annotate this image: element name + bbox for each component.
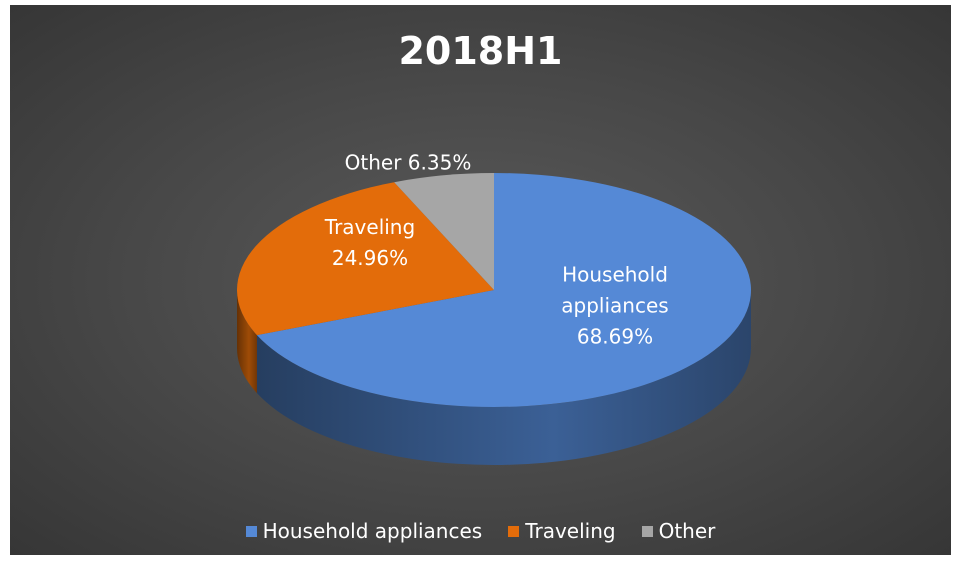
data-label: Other 6.35% bbox=[308, 148, 508, 179]
slice bbox=[256, 173, 751, 407]
data-label-value: 6.35% bbox=[407, 150, 472, 175]
slice bbox=[236, 182, 495, 336]
slice-side bbox=[237, 290, 257, 394]
legend: Household appliances Traveling Other bbox=[10, 519, 951, 543]
legend-swatch bbox=[245, 525, 257, 537]
data-label-value: 68.69% bbox=[576, 324, 654, 349]
chart-title: 2018H1 bbox=[398, 29, 563, 73]
legend-item: Traveling bbox=[508, 519, 616, 543]
slice-side bbox=[256, 290, 751, 466]
data-label-category: Traveling bbox=[324, 215, 416, 239]
legend-label: Other bbox=[658, 519, 716, 543]
slice bbox=[394, 173, 494, 290]
data-label-category: Other bbox=[344, 150, 402, 175]
legend-item: Household appliances bbox=[245, 519, 483, 543]
data-label-value: 24.96% bbox=[331, 246, 409, 270]
legend-swatch bbox=[508, 525, 520, 537]
chart: 2018H1 Household appliances Traveling Othe… bbox=[10, 5, 951, 555]
pie-plot bbox=[236, 173, 751, 466]
legend-label: Traveling bbox=[525, 519, 616, 543]
data-label: Traveling 24.96% bbox=[315, 212, 425, 274]
legend-label: Household appliances bbox=[262, 519, 483, 543]
legend-item: Other bbox=[641, 519, 716, 543]
data-label-category: Household appliances bbox=[561, 262, 669, 318]
legend-swatch bbox=[641, 525, 653, 537]
data-label: Household appliances 68.69% bbox=[550, 260, 680, 353]
